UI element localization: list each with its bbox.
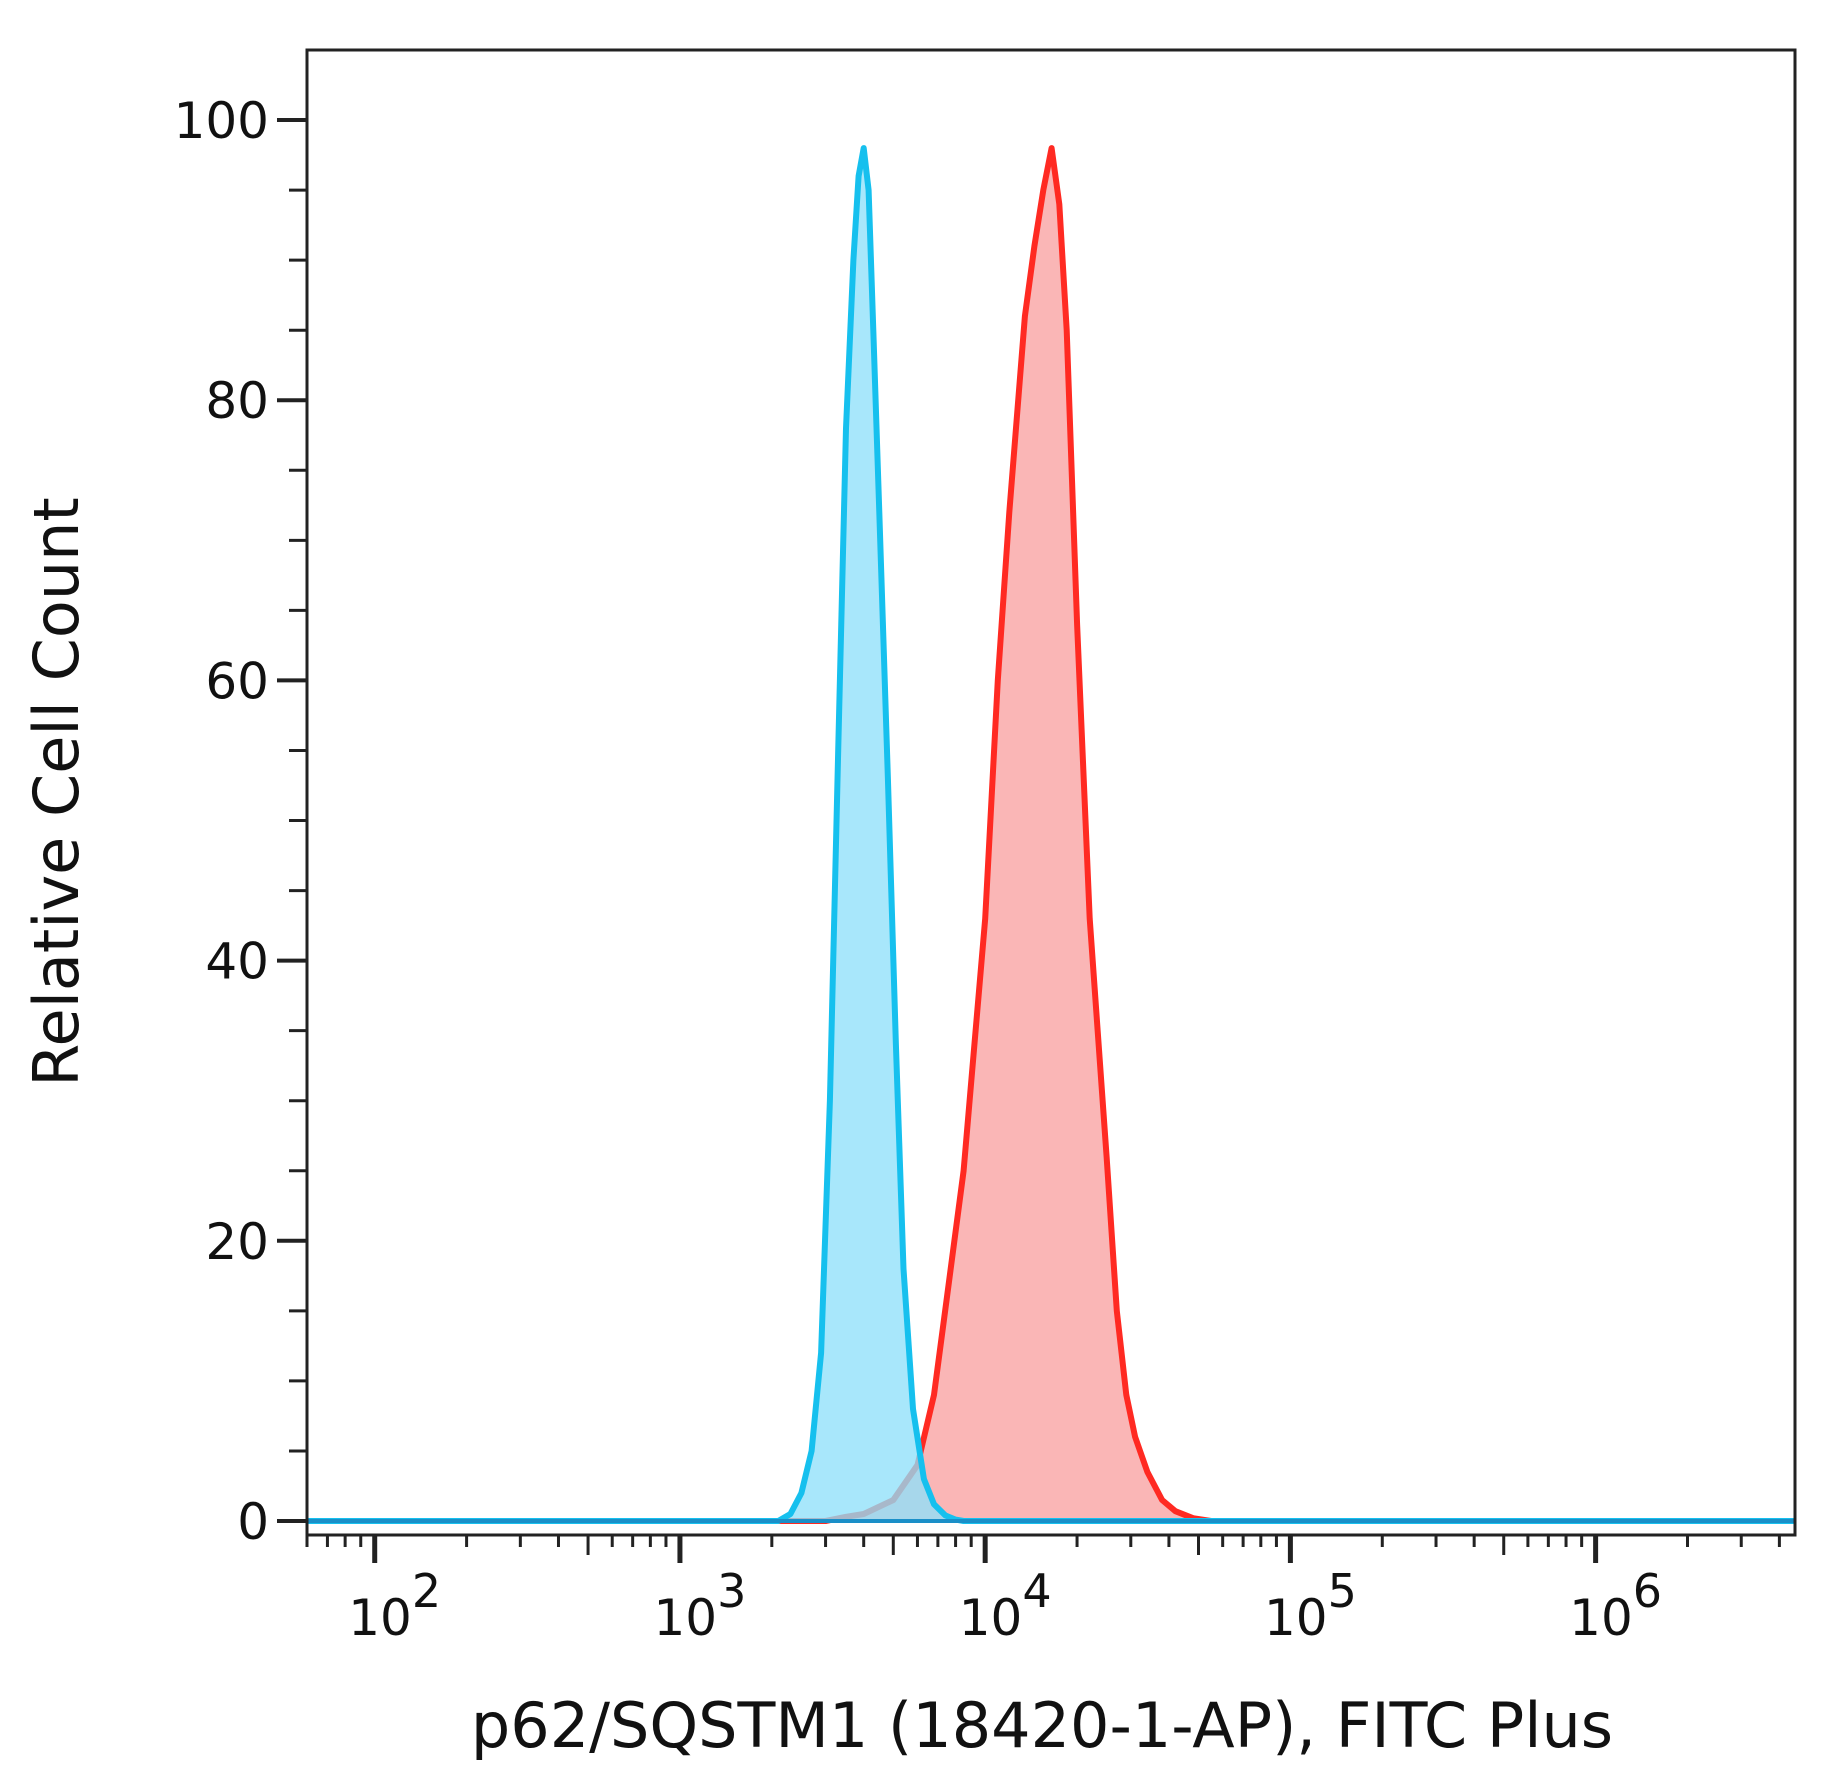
y-axis: 0 20 40 60 80 100 xyxy=(174,92,307,1551)
plot-frame xyxy=(305,48,1797,1537)
x-tick-label: 104 xyxy=(959,1564,1052,1647)
x-tick-label: 103 xyxy=(653,1564,746,1647)
x-tick-label: 105 xyxy=(1264,1564,1357,1647)
x-tick-label: 102 xyxy=(348,1564,441,1647)
series-1-fill xyxy=(778,148,964,1522)
y-tick-label: 60 xyxy=(205,652,269,710)
x-axis-title: p62/SQSTM1 (18420-1-AP), FITC Plus xyxy=(471,1689,1613,1762)
y-tick-label: 100 xyxy=(174,92,269,150)
x-tick-label: 106 xyxy=(1569,1564,1662,1647)
series-1-line xyxy=(307,145,1795,1524)
y-tick-label: 80 xyxy=(205,372,269,430)
series-layer xyxy=(307,145,1795,1524)
y-axis-title: Relative Cell Count xyxy=(20,497,93,1086)
y-tick-label: 0 xyxy=(237,1493,269,1551)
y-tick-label: 20 xyxy=(205,1213,269,1271)
y-tick-label: 40 xyxy=(205,933,269,991)
series-0-fill xyxy=(825,148,1212,1522)
x-axis: 102 103 104 105 106 xyxy=(305,1535,1781,1647)
